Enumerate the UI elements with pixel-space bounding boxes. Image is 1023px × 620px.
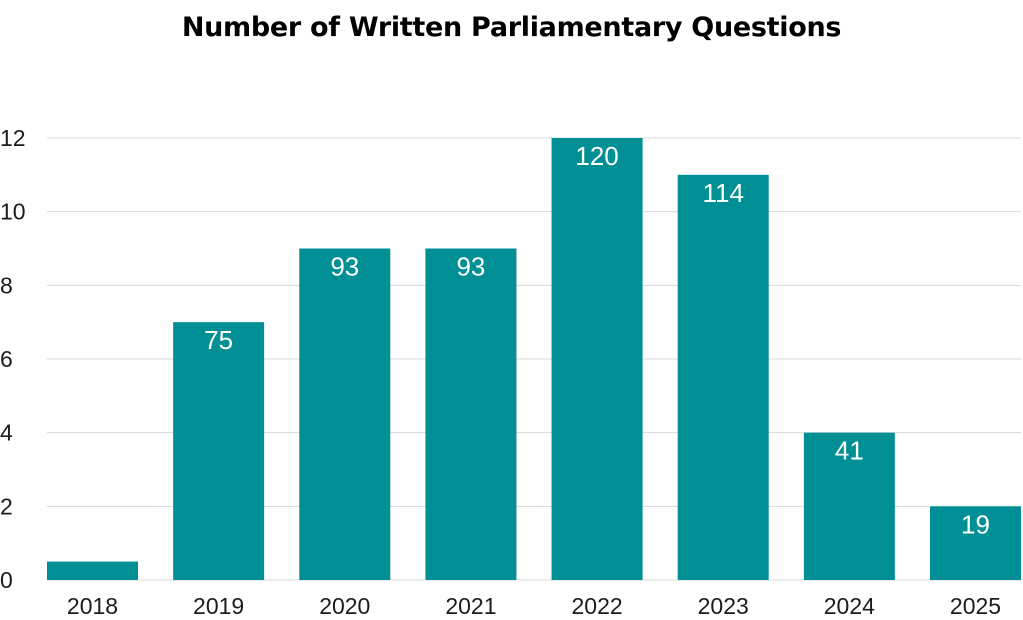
bar-2022 [551, 138, 643, 580]
data-label-2022: 120 [575, 141, 618, 171]
y-tick-label: 8 [0, 272, 13, 298]
x-tick-label: 2022 [571, 593, 622, 619]
x-tick-label: 2018 [67, 593, 118, 619]
y-tick-label: 10 [0, 199, 26, 225]
x-tick-label: 2025 [950, 593, 1001, 619]
x-tick-label: 2023 [698, 593, 749, 619]
data-labels: 75 93 93 120 114 41 19 [204, 141, 990, 539]
x-tick-label: 2024 [824, 593, 875, 619]
x-tick-label: 2021 [445, 593, 496, 619]
bar-2023 [677, 174, 769, 581]
x-tick-label: 2019 [193, 593, 244, 619]
chart-title: Number of Written Parliamentary Question… [181, 12, 842, 43]
x-axis-ticks: 2018 2019 2020 2021 2022 2023 2024 2025 [67, 593, 1001, 619]
data-label-2025: 19 [961, 509, 990, 539]
bar-2018 [47, 561, 138, 580]
y-tick-label: 6 [0, 346, 13, 372]
x-tick-label: 2020 [319, 593, 370, 619]
y-tick-label: 2 [0, 493, 13, 519]
y-tick-label: 12 [0, 125, 26, 151]
data-label-2021: 93 [456, 252, 485, 282]
bar-2024 [803, 432, 895, 580]
data-label-2024: 41 [835, 436, 864, 466]
bar-2020 [299, 248, 391, 580]
y-axis-ticks: 0 2 4 6 8 10 12 [0, 125, 26, 593]
bar-2019 [173, 322, 265, 580]
data-label-2020: 93 [330, 252, 359, 282]
bar-2021 [425, 248, 517, 580]
bars [47, 138, 1021, 581]
y-tick-label: 0 [0, 567, 13, 593]
y-tick-label: 4 [0, 420, 13, 446]
data-label-2023: 114 [702, 178, 743, 208]
data-label-2019: 75 [204, 325, 233, 355]
bar-2025 [930, 506, 1021, 580]
